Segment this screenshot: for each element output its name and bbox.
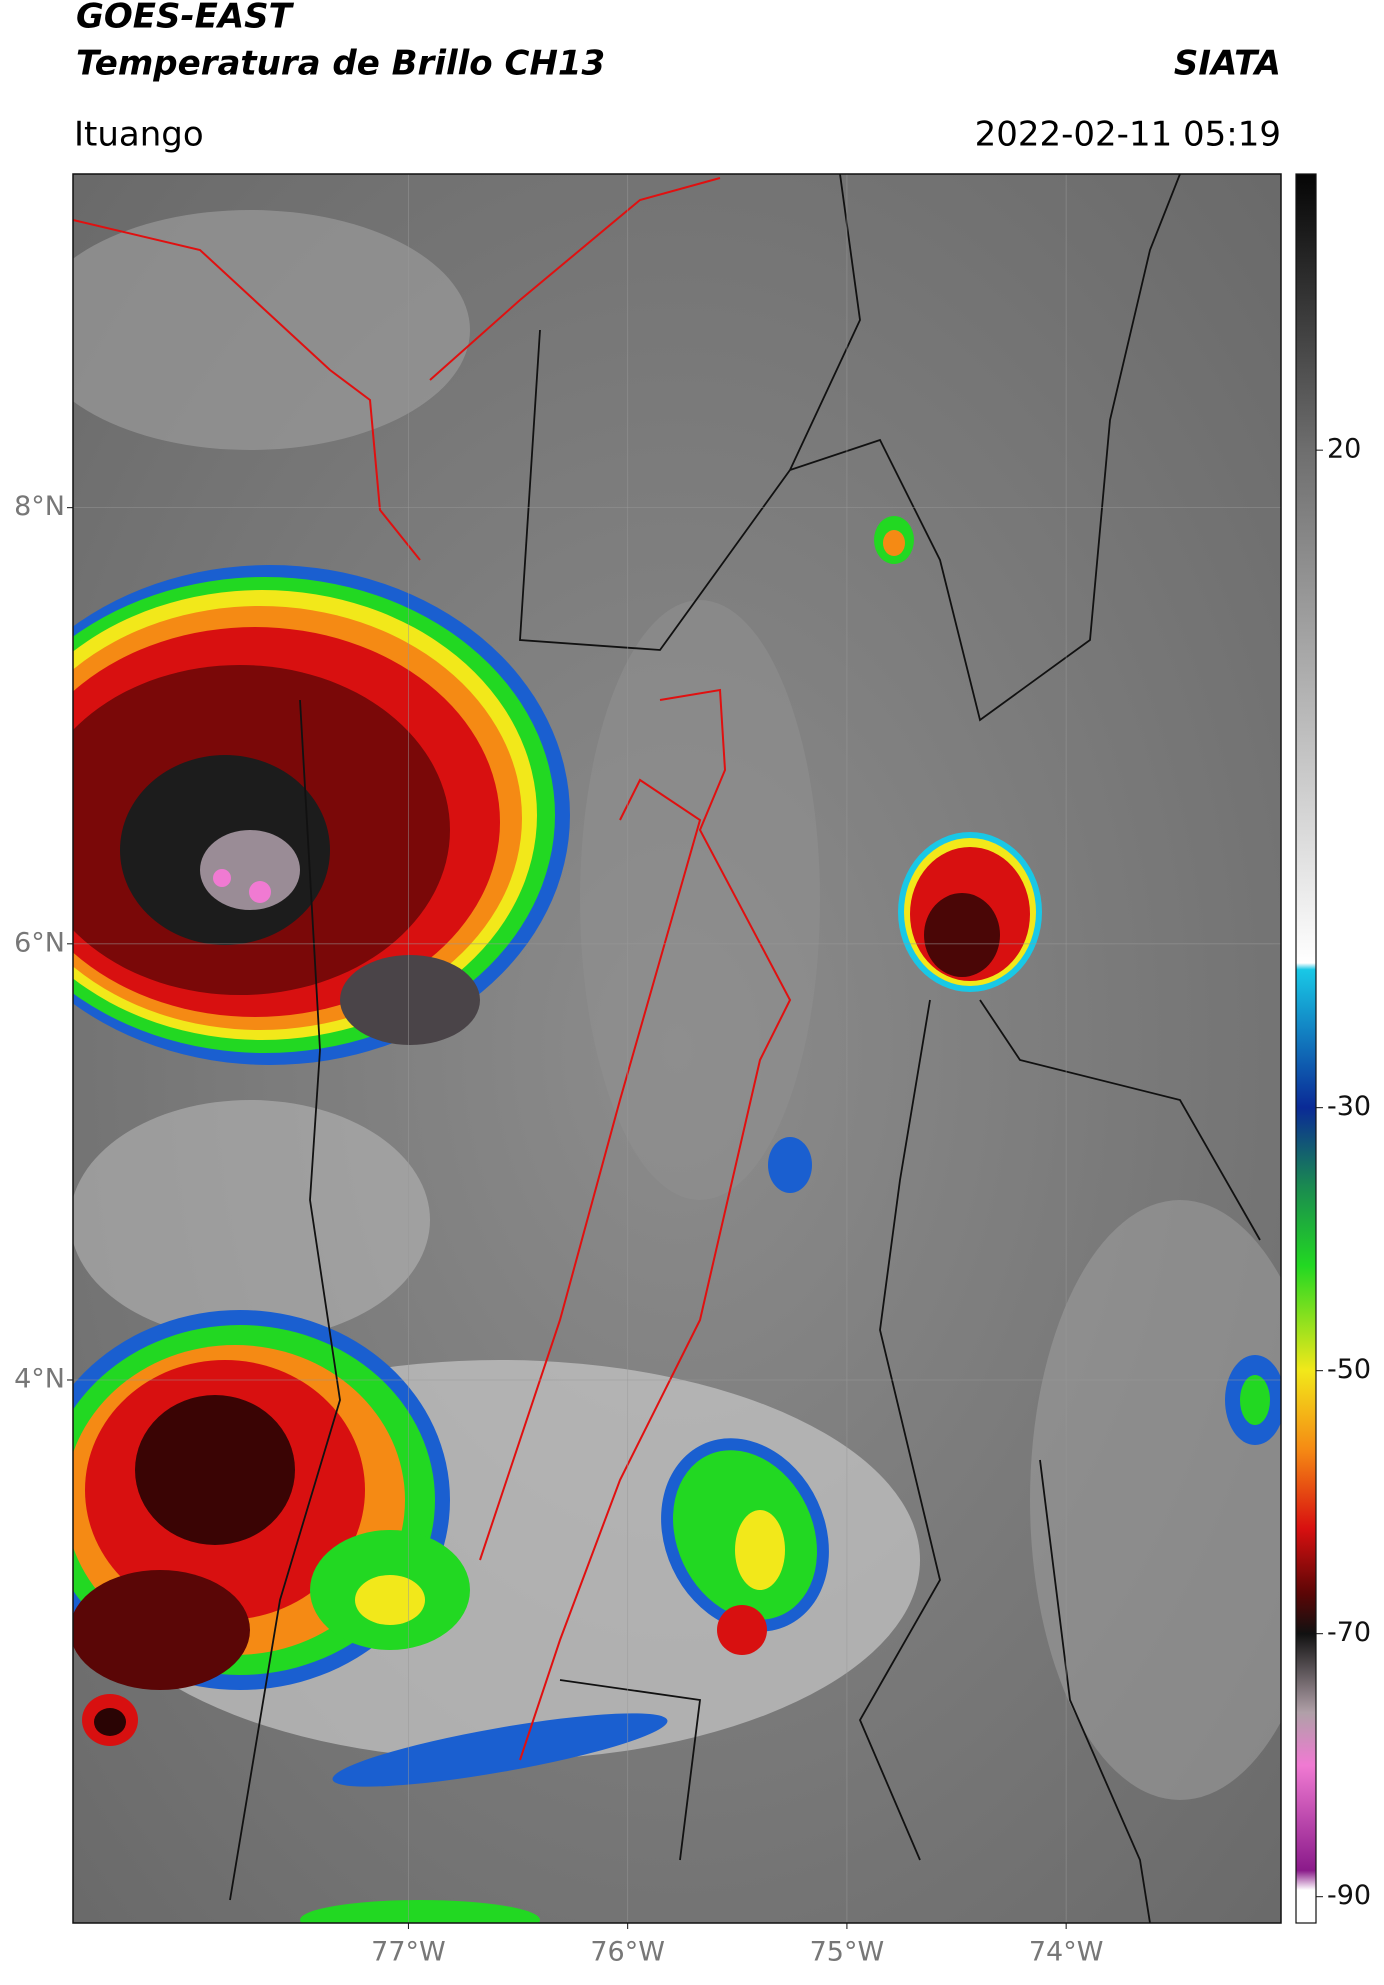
map-frame xyxy=(72,173,1282,1924)
coastline xyxy=(73,177,721,561)
admin-border xyxy=(229,174,1261,1923)
region-border xyxy=(479,688,792,1761)
satellite-image xyxy=(73,174,1281,1923)
datetime: 2022-02-11 05:19 xyxy=(975,115,1281,155)
colorbar-tick-label: -70 xyxy=(1327,1617,1371,1648)
y-tick-label: 8°N xyxy=(14,491,65,522)
x-tick-label: 75°W xyxy=(810,1937,885,1968)
subtitle: Temperatura de Brillo CH13 xyxy=(76,44,605,84)
source: SIATA xyxy=(1174,44,1281,84)
colorbar-tick-label: -30 xyxy=(1327,1091,1371,1122)
y-tick-label: 6°N xyxy=(14,927,65,958)
colorbar-tick-label: -50 xyxy=(1327,1354,1371,1385)
colorbar xyxy=(1295,173,1317,1924)
x-tick-label: 74°W xyxy=(1029,1937,1104,1968)
location: Ituango xyxy=(74,115,204,155)
colorbar-tick-label: 20 xyxy=(1327,434,1361,465)
y-tick-label: 4°N xyxy=(14,1363,65,1394)
x-tick-label: 76°W xyxy=(590,1937,665,1968)
title: GOES-EAST xyxy=(76,0,295,37)
x-tick-label: 77°W xyxy=(371,1937,446,1968)
colorbar-tick-label: -90 xyxy=(1327,1880,1371,1911)
